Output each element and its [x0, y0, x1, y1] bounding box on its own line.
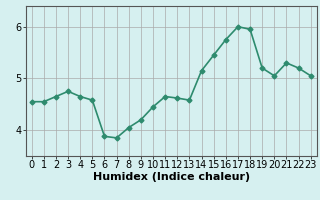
X-axis label: Humidex (Indice chaleur): Humidex (Indice chaleur)	[92, 172, 250, 182]
